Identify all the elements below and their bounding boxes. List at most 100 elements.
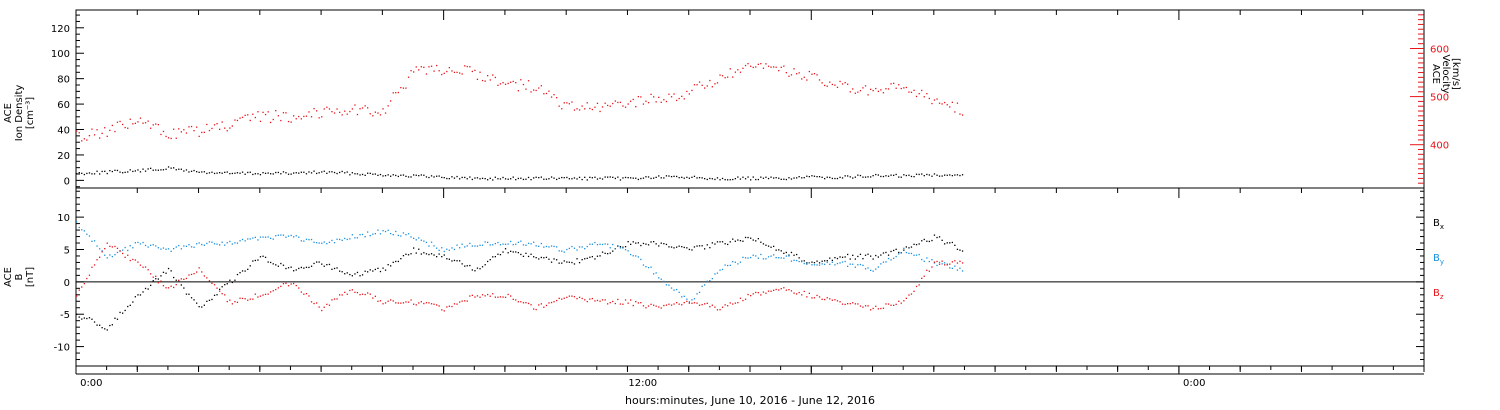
bx-point xyxy=(436,256,438,258)
bz-point xyxy=(798,291,800,294)
bx-point xyxy=(543,257,545,259)
bz-point xyxy=(839,301,841,303)
bx-point xyxy=(663,243,665,245)
by-point xyxy=(407,233,410,235)
velocity-point xyxy=(849,91,851,93)
bx-point xyxy=(750,237,752,239)
velocity-point xyxy=(196,126,198,128)
velocity-point xyxy=(946,104,948,106)
by-point xyxy=(773,254,775,256)
bx-point xyxy=(216,294,218,296)
by-point xyxy=(933,262,936,264)
density-point xyxy=(328,171,331,173)
velocity-point xyxy=(517,90,519,92)
by-point xyxy=(624,249,627,251)
bx-point xyxy=(413,247,415,249)
velocity-point xyxy=(413,71,415,73)
by-point xyxy=(854,266,856,268)
velocity-point xyxy=(773,66,775,68)
velocity-point xyxy=(241,116,244,118)
bx-point xyxy=(737,239,739,241)
by-point xyxy=(867,267,869,269)
bx-point xyxy=(890,250,892,253)
density-point xyxy=(221,172,223,174)
bz-point xyxy=(959,260,961,262)
by-point xyxy=(599,243,601,245)
velocity-point xyxy=(219,128,221,130)
bx-point xyxy=(709,247,711,249)
velocity-point xyxy=(78,132,80,134)
bx-point xyxy=(333,267,336,270)
velocity-point xyxy=(877,90,879,92)
bx-point xyxy=(701,245,703,247)
by-point xyxy=(413,237,415,239)
velocity-point xyxy=(563,102,565,104)
bz-point xyxy=(716,309,719,311)
bx-point xyxy=(647,244,650,246)
velocity-point xyxy=(300,118,302,120)
bz-point xyxy=(487,293,489,296)
density-point xyxy=(913,176,915,178)
by-point xyxy=(249,238,251,240)
by-point xyxy=(739,261,742,263)
by-point xyxy=(390,232,392,235)
velocity-point xyxy=(318,117,320,119)
velocity-point xyxy=(627,103,629,105)
by-point xyxy=(157,247,159,249)
bz-point xyxy=(821,298,823,300)
bx-point xyxy=(318,261,320,263)
bx-point xyxy=(936,236,938,239)
by-point xyxy=(239,240,241,242)
bx-point xyxy=(91,318,93,320)
velocity-point xyxy=(203,131,205,133)
by-point xyxy=(282,234,285,236)
bz-point xyxy=(954,260,956,262)
density-point xyxy=(275,171,277,174)
bx-point xyxy=(76,313,78,315)
by-point xyxy=(829,263,831,265)
bx-point xyxy=(688,248,690,251)
by-point xyxy=(132,247,134,249)
by-point xyxy=(839,262,841,264)
bx-point xyxy=(568,261,570,263)
bz-point xyxy=(254,293,256,295)
velocity-point xyxy=(617,101,619,104)
bx-point xyxy=(538,258,540,260)
density-point xyxy=(517,177,519,180)
by-point xyxy=(198,242,200,244)
by-point xyxy=(356,237,359,239)
velocity-tick-label: 500 xyxy=(1430,93,1449,104)
by-point xyxy=(464,246,466,248)
velocity-point xyxy=(379,114,382,116)
density-point xyxy=(895,173,897,176)
velocity-point xyxy=(150,127,152,129)
bx-point xyxy=(254,259,256,262)
bx-point xyxy=(893,249,895,252)
by-point xyxy=(956,269,959,271)
bx-point xyxy=(609,252,611,254)
density-point xyxy=(157,169,159,171)
by-point xyxy=(750,256,752,259)
density-point xyxy=(339,171,341,174)
density-point xyxy=(601,178,604,180)
velocity-point xyxy=(438,70,440,72)
density-point xyxy=(762,177,765,179)
velocity-point xyxy=(788,75,790,77)
density-point xyxy=(461,176,463,179)
bx-point xyxy=(86,317,88,320)
x-axis-label: hours:minutes, June 10, 2016 - June 12, … xyxy=(625,394,875,407)
velocity-point xyxy=(808,70,810,73)
density-point xyxy=(783,178,785,180)
by-point xyxy=(484,241,486,243)
by-point xyxy=(752,254,754,256)
velocity-point xyxy=(400,87,402,89)
density-point xyxy=(374,173,376,175)
by-point xyxy=(658,277,660,279)
velocity-point xyxy=(160,133,162,136)
density-point xyxy=(78,172,80,174)
bx-point xyxy=(308,266,310,269)
bz-point xyxy=(175,284,177,286)
bz-point xyxy=(793,292,795,294)
bz-point xyxy=(116,247,119,249)
velocity-point xyxy=(448,67,450,69)
